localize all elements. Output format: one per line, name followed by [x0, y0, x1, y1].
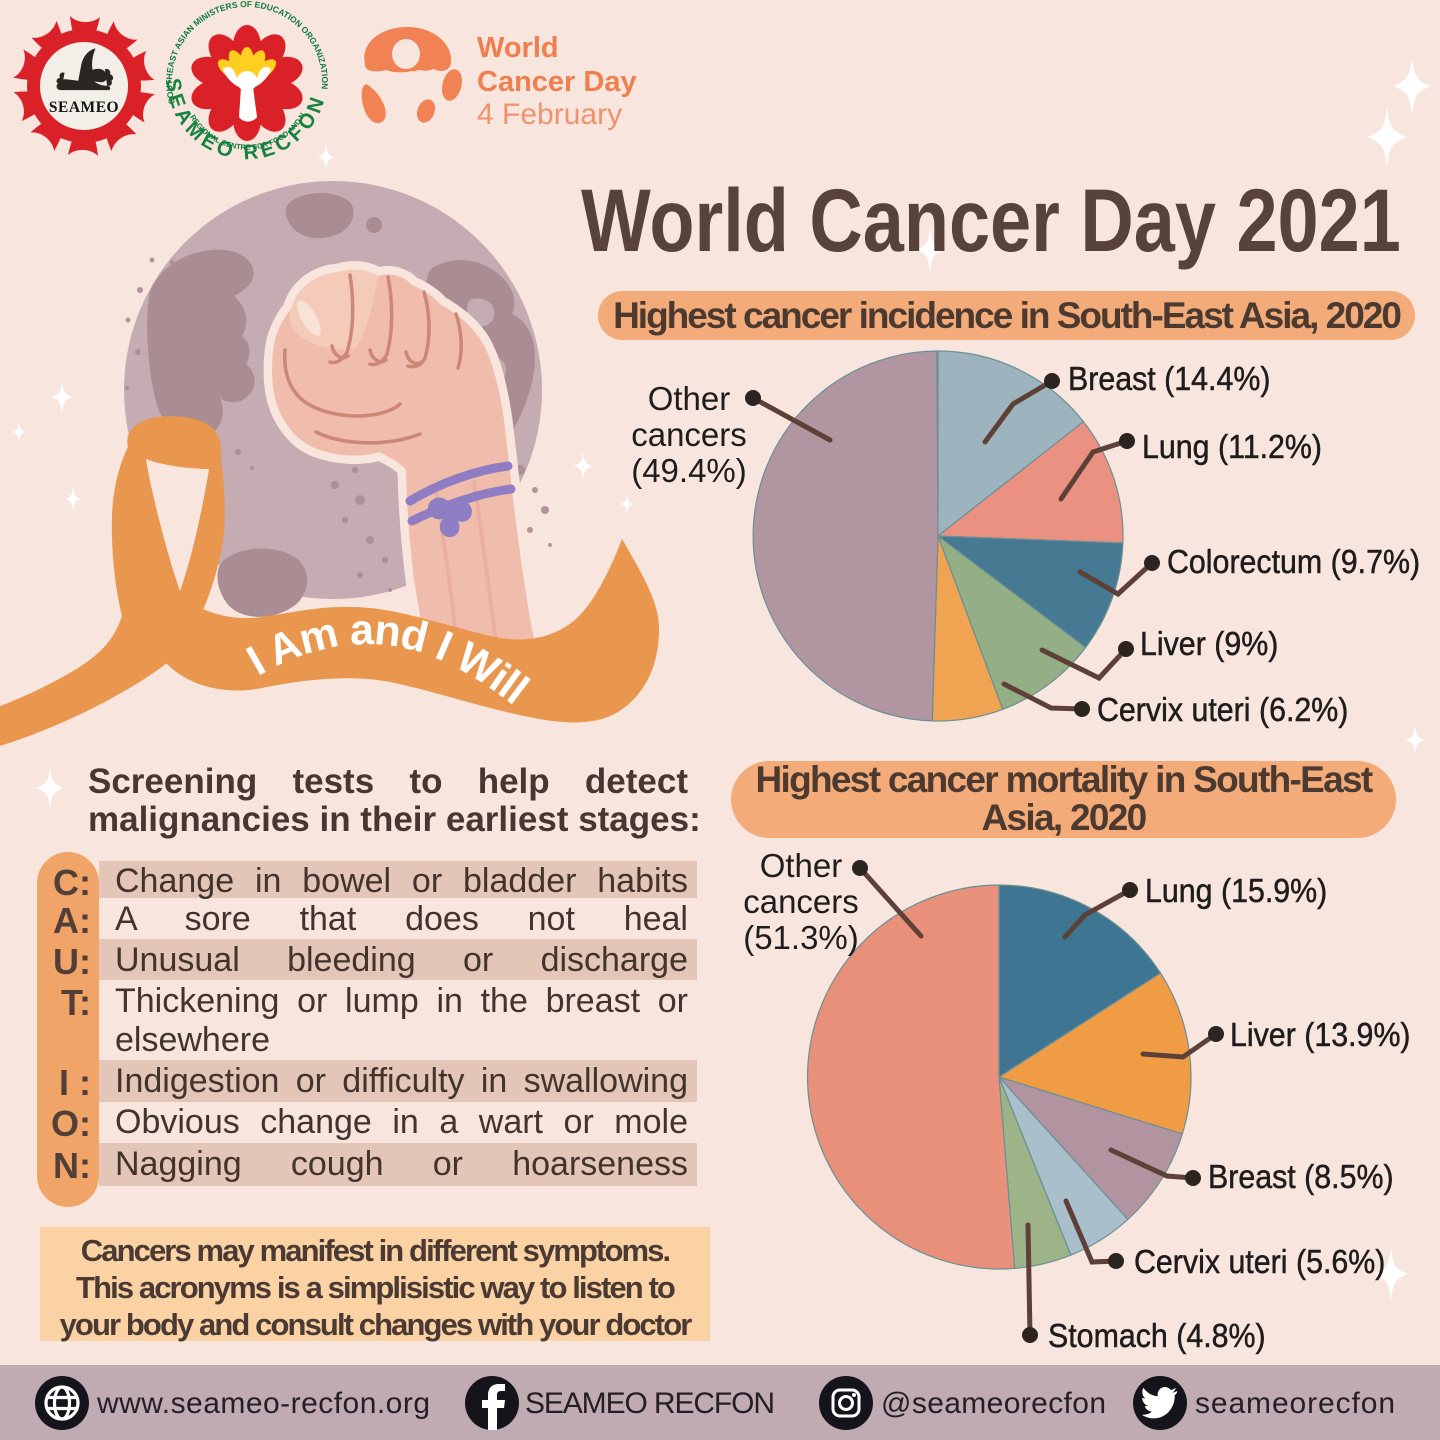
svg-text:Cancer Day: Cancer Day	[477, 66, 637, 98]
svg-text:www.seameo-recfon.org: www.seameo-recfon.org	[96, 1387, 430, 1420]
svg-text:seameorecfon: seameorecfon	[1195, 1387, 1395, 1420]
svg-text:World: World	[477, 32, 559, 64]
svg-text:SEAMEO: SEAMEO	[49, 99, 119, 116]
svg-text:SEAMEO RECFON: SEAMEO RECFON	[525, 1387, 775, 1420]
svg-text:4 February: 4 February	[477, 98, 622, 131]
svg-text:@seameorecfon: @seameorecfon	[881, 1387, 1106, 1420]
